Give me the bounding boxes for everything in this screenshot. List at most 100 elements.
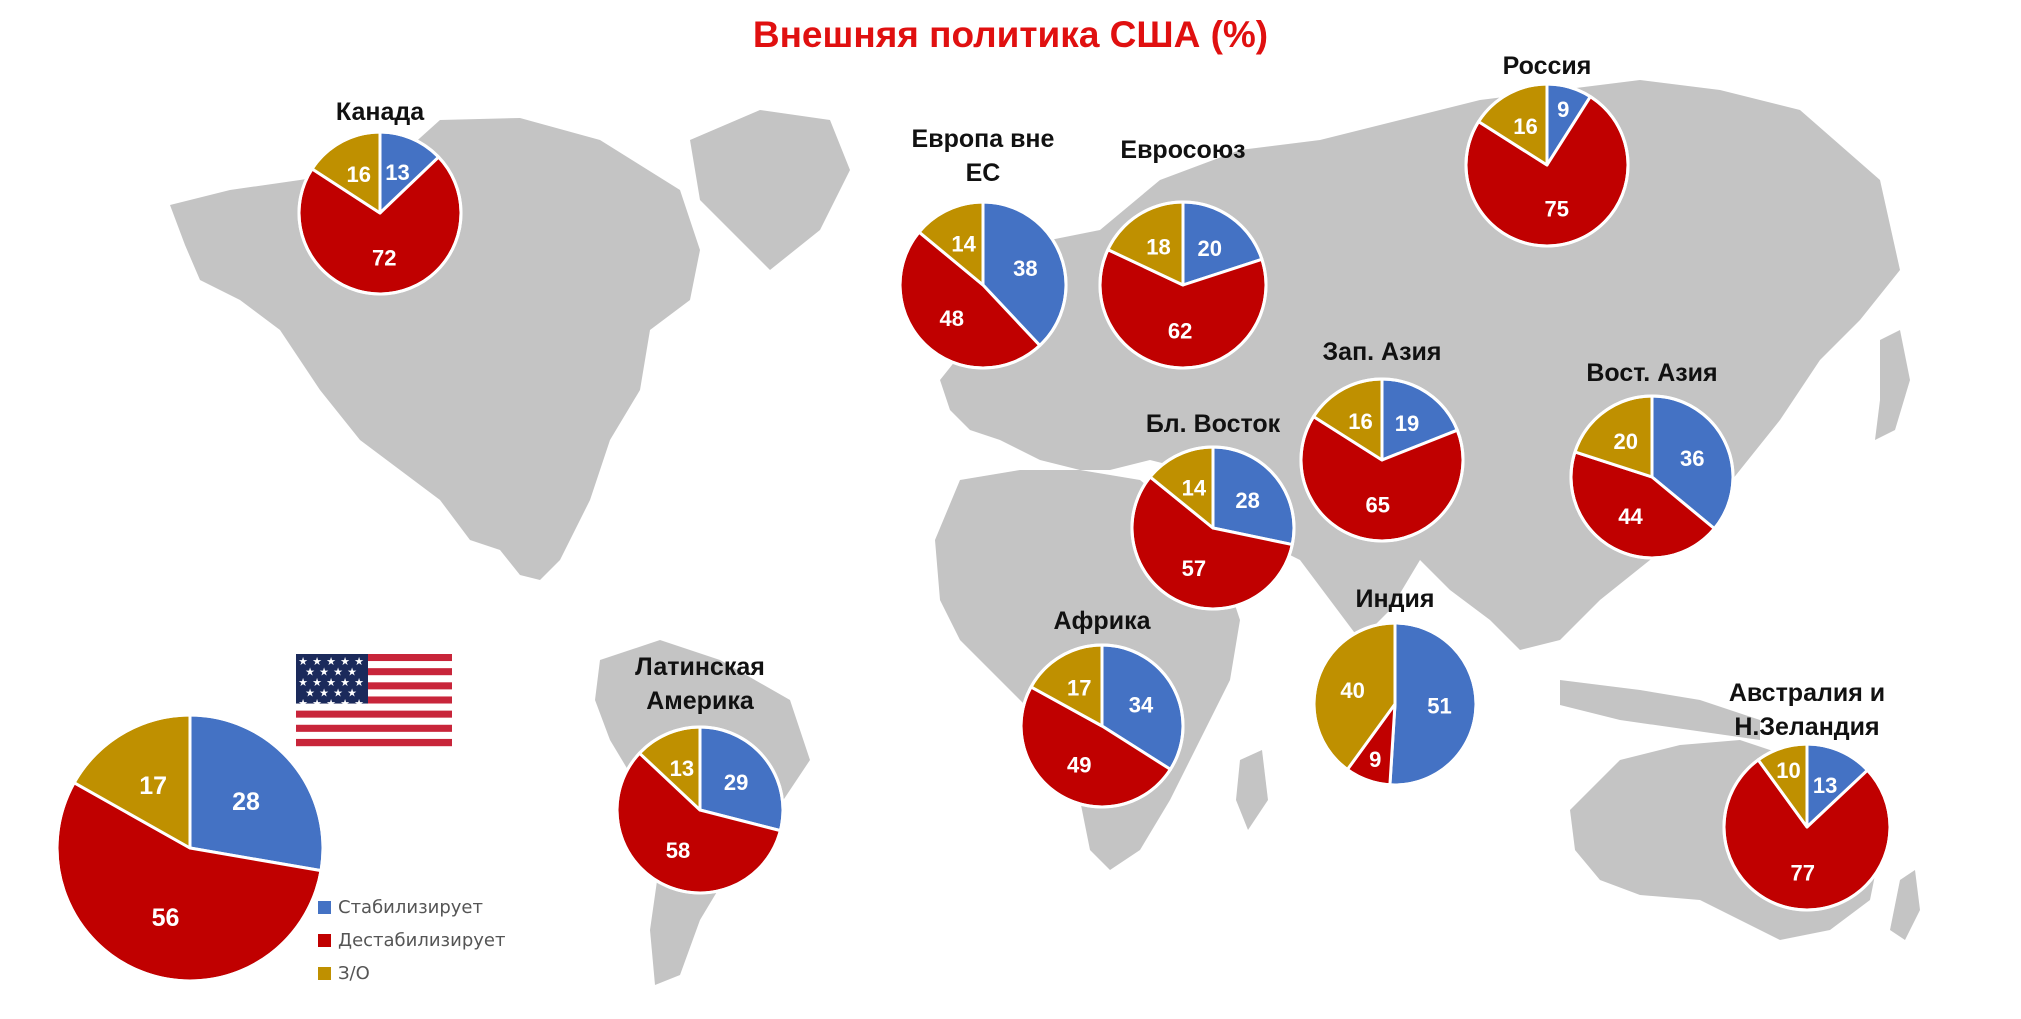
pie-value-latin-america-no-answer: 13 xyxy=(670,756,694,781)
map-greenland xyxy=(690,110,850,270)
legend-swatch-no-answer xyxy=(318,967,331,980)
pie-outline-eu xyxy=(1098,200,1268,370)
pie-value-west-asia-no-answer: 16 xyxy=(1348,409,1372,434)
flag-star: ★ xyxy=(312,676,322,689)
flag-star: ★ xyxy=(354,655,364,668)
pie-value-canada-no-answer: 16 xyxy=(346,162,370,187)
map-japan xyxy=(1875,330,1910,440)
flag-stripe xyxy=(296,661,452,669)
flag-star: ★ xyxy=(326,697,336,710)
pie-value-canada-stabilizes: 13 xyxy=(385,160,409,185)
pie-value-africa-no-answer: 17 xyxy=(1067,676,1091,701)
flag-star: ★ xyxy=(298,655,308,668)
pie-outline-canada xyxy=(297,130,463,296)
pie-value-middle-east-destabilizes: 57 xyxy=(1182,556,1206,581)
flag-canton xyxy=(296,654,368,704)
map-madagascar xyxy=(1236,750,1268,830)
pie-outline-east-asia xyxy=(1569,394,1735,560)
pie-label-india: Индия xyxy=(1356,585,1435,613)
flag-stripe xyxy=(296,738,452,747)
pie-value-east-asia-stabilizes: 36 xyxy=(1680,446,1704,471)
pie-charts: 28 56 17 13 72 16 Канада 38 48 14 Европа вне ЕС 20 62… xyxy=(55,52,1892,983)
flag-stripe xyxy=(296,703,452,711)
flag-star: ★ xyxy=(354,697,364,710)
pie-outline-russia xyxy=(1464,82,1630,248)
map-indonesia xyxy=(1560,680,1760,740)
pie-outline-africa xyxy=(1019,643,1185,809)
pie-value-east-asia-destabilizes: 44 xyxy=(1618,504,1643,529)
pie-value-usa-destabilizes: 56 xyxy=(152,904,180,932)
pie-value-russia-destabilizes: 75 xyxy=(1544,196,1568,221)
pie-value-india-no-answer: 40 xyxy=(1340,678,1364,703)
flag-star: ★ xyxy=(298,697,308,710)
pie-russia: 9 75 16 Россия xyxy=(1464,52,1630,248)
pie-europe-non-eu: 38 48 14 Европа вне ЕС xyxy=(898,125,1068,370)
pie-value-africa-destabilizes: 49 xyxy=(1067,752,1091,777)
pie-latin-america: 29 58 13 Латинская Америка xyxy=(615,653,785,895)
flag-star: ★ xyxy=(319,687,329,700)
pie-value-africa-stabilizes: 34 xyxy=(1129,693,1154,718)
flag-stripe xyxy=(296,731,452,740)
pie-outline-india xyxy=(1312,621,1478,787)
pie-value-europe-non-eu-destabilizes: 48 xyxy=(940,306,964,331)
pie-usa: 28 56 17 xyxy=(55,713,325,983)
pie-value-russia-no-answer: 16 xyxy=(1513,114,1537,139)
flag-star: ★ xyxy=(312,697,322,710)
pie-value-europe-non-eu-stabilizes: 38 xyxy=(1013,256,1037,281)
legend-label-no-answer: З/О xyxy=(338,963,370,984)
pie-label-australia-nz: Австралия и Н.Зеландия xyxy=(1729,679,1885,741)
pie-outline-australia-nz xyxy=(1722,742,1892,912)
pie-label-russia: Россия xyxy=(1503,52,1592,80)
legend-label-stabilizes: Стабилизирует xyxy=(338,897,483,918)
pie-label-europe-non-eu: Европа вне ЕС xyxy=(912,125,1055,187)
pie-value-india-stabilizes: 51 xyxy=(1427,693,1451,718)
pie-value-australia-nz-no-answer: 10 xyxy=(1776,758,1800,783)
flag-stripe xyxy=(296,682,452,690)
pie-label-eu: Евросоюз xyxy=(1120,136,1245,164)
flag-star: ★ xyxy=(340,676,350,689)
flag-stripe xyxy=(296,717,452,725)
legend: Стабилизирует Дестабилизирует З/О xyxy=(318,897,505,984)
flag-stripe xyxy=(296,654,452,662)
pie-value-canada-destabilizes: 72 xyxy=(372,245,396,270)
flag-star: ★ xyxy=(326,676,336,689)
flag-stripe xyxy=(296,668,452,676)
pie-value-india-destabilizes: 9 xyxy=(1369,747,1381,772)
flag-star: ★ xyxy=(347,666,357,679)
pie-value-west-asia-destabilizes: 65 xyxy=(1366,492,1390,517)
pie-value-eu-stabilizes: 20 xyxy=(1198,236,1222,261)
legend-swatch-destabilizes xyxy=(318,934,331,947)
flag-star: ★ xyxy=(340,697,350,710)
pie-africa: 34 49 17 Африка xyxy=(1019,607,1185,809)
pie-value-latin-america-destabilizes: 58 xyxy=(666,838,690,863)
pie-value-australia-nz-destabilizes: 77 xyxy=(1790,860,1814,885)
pie-india: 51 9 40 Индия xyxy=(1312,585,1478,787)
flag-stripe xyxy=(296,689,452,697)
pie-outline-usa xyxy=(55,713,325,983)
flag-star: ★ xyxy=(298,676,308,689)
pie-label-latin-america: Латинская Америка xyxy=(635,653,765,715)
pie-value-eu-no-answer: 18 xyxy=(1146,234,1170,259)
pie-outline-west-asia xyxy=(1299,377,1465,543)
flag-star: ★ xyxy=(319,666,329,679)
pie-value-usa-no-answer: 17 xyxy=(139,772,167,800)
flag-stripe xyxy=(296,724,452,733)
pie-label-africa: Африка xyxy=(1054,607,1152,635)
pie-outline-latin-america xyxy=(615,725,785,895)
flag-star: ★ xyxy=(305,666,315,679)
flag-star: ★ xyxy=(333,687,343,700)
pie-value-eu-destabilizes: 62 xyxy=(1168,319,1192,344)
legend-label-destabilizes: Дестабилизирует xyxy=(338,930,505,951)
flag-stripe xyxy=(296,696,452,704)
pie-value-australia-nz-stabilizes: 13 xyxy=(1813,773,1837,798)
pie-west-asia: 19 65 16 Зап. Азия xyxy=(1299,338,1465,543)
pie-middle-east: 28 57 14 Бл. Восток xyxy=(1130,410,1296,611)
pie-value-usa-stabilizes: 28 xyxy=(232,788,260,816)
pie-value-russia-stabilizes: 9 xyxy=(1557,97,1569,122)
pie-label-east-asia: Вост. Азия xyxy=(1586,359,1717,387)
usa-flag-icon: ★ ★ ★ ★ ★★ ★ ★ ★★ ★ ★ ★ ★★ ★ ★ ★★ ★ ★ ★ ★ xyxy=(296,654,452,747)
pie-value-middle-east-stabilizes: 28 xyxy=(1235,488,1259,513)
pie-label-west-asia: Зап. Азия xyxy=(1323,338,1442,366)
